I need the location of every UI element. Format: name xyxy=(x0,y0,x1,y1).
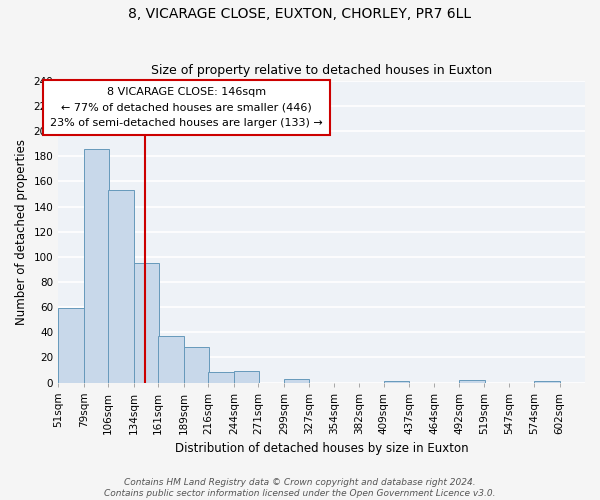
Bar xyxy=(134,263,159,382)
Bar xyxy=(83,149,109,382)
Text: 8 VICARAGE CLOSE: 146sqm
← 77% of detached houses are smaller (446)
23% of semi-: 8 VICARAGE CLOSE: 146sqm ← 77% of detach… xyxy=(50,86,323,128)
Bar xyxy=(158,336,184,382)
Title: Size of property relative to detached houses in Euxton: Size of property relative to detached ho… xyxy=(151,64,492,77)
Bar xyxy=(184,348,209,382)
Y-axis label: Number of detached properties: Number of detached properties xyxy=(15,138,28,324)
X-axis label: Distribution of detached houses by size in Euxton: Distribution of detached houses by size … xyxy=(175,442,469,455)
Text: Contains HM Land Registry data © Crown copyright and database right 2024.
Contai: Contains HM Land Registry data © Crown c… xyxy=(104,478,496,498)
Bar xyxy=(58,308,83,382)
Bar xyxy=(208,372,234,382)
Bar xyxy=(108,190,134,382)
Bar xyxy=(284,378,309,382)
Text: 8, VICARAGE CLOSE, EUXTON, CHORLEY, PR7 6LL: 8, VICARAGE CLOSE, EUXTON, CHORLEY, PR7 … xyxy=(128,8,472,22)
Bar xyxy=(460,380,485,382)
Bar xyxy=(234,371,259,382)
